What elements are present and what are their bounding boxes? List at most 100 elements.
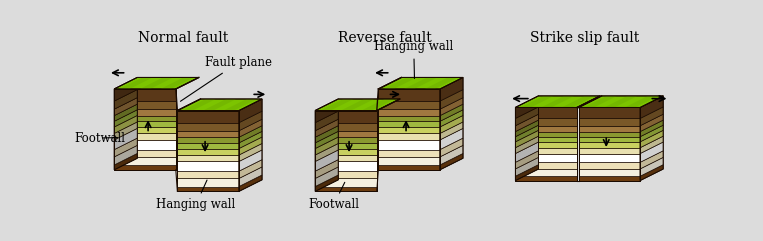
Polygon shape [114, 77, 199, 89]
Polygon shape [515, 96, 600, 107]
Polygon shape [440, 98, 463, 116]
Polygon shape [239, 150, 262, 171]
Polygon shape [578, 142, 640, 148]
Polygon shape [640, 151, 663, 169]
Polygon shape [440, 90, 463, 109]
Polygon shape [239, 126, 262, 143]
Polygon shape [315, 143, 338, 161]
Polygon shape [640, 157, 663, 176]
Polygon shape [114, 121, 175, 127]
Polygon shape [239, 99, 262, 123]
Polygon shape [315, 161, 377, 171]
Polygon shape [140, 77, 173, 89]
Polygon shape [315, 99, 338, 123]
Text: Fault plane: Fault plane [180, 56, 272, 101]
Text: Strike slip fault: Strike slip fault [530, 31, 639, 45]
Polygon shape [114, 154, 137, 170]
Polygon shape [578, 148, 640, 154]
Polygon shape [378, 150, 440, 157]
Polygon shape [520, 96, 554, 107]
Text: Footwall: Footwall [74, 132, 125, 145]
Polygon shape [378, 109, 440, 116]
Polygon shape [315, 123, 377, 131]
Polygon shape [239, 119, 262, 137]
Polygon shape [315, 143, 377, 148]
Polygon shape [378, 134, 440, 140]
Polygon shape [114, 89, 175, 101]
Polygon shape [404, 77, 437, 89]
Polygon shape [515, 126, 577, 132]
Polygon shape [315, 99, 400, 111]
Polygon shape [341, 99, 374, 111]
Polygon shape [515, 96, 539, 118]
Polygon shape [515, 176, 577, 181]
Polygon shape [239, 137, 262, 155]
Polygon shape [515, 169, 577, 176]
Polygon shape [541, 96, 575, 107]
Polygon shape [562, 96, 595, 107]
Polygon shape [239, 175, 262, 191]
Polygon shape [315, 119, 338, 137]
Polygon shape [378, 77, 463, 89]
Polygon shape [114, 138, 137, 157]
Polygon shape [640, 120, 663, 137]
Polygon shape [114, 150, 175, 157]
Polygon shape [515, 125, 539, 142]
Polygon shape [315, 126, 338, 143]
Polygon shape [315, 178, 377, 187]
Polygon shape [114, 115, 137, 134]
Polygon shape [515, 107, 577, 118]
Polygon shape [177, 178, 239, 187]
Polygon shape [239, 160, 262, 178]
Polygon shape [640, 136, 663, 154]
Polygon shape [114, 101, 175, 109]
Polygon shape [114, 77, 137, 101]
Text: Hanging wall: Hanging wall [374, 40, 453, 79]
Polygon shape [239, 111, 262, 131]
Polygon shape [604, 96, 638, 107]
Polygon shape [515, 142, 539, 162]
Polygon shape [177, 131, 239, 137]
Polygon shape [640, 96, 663, 118]
Polygon shape [315, 111, 338, 131]
Polygon shape [114, 104, 137, 121]
Polygon shape [315, 148, 377, 155]
Polygon shape [515, 157, 539, 176]
Polygon shape [378, 121, 440, 127]
Polygon shape [515, 142, 577, 148]
Polygon shape [578, 169, 640, 176]
Polygon shape [578, 176, 640, 181]
Polygon shape [440, 145, 463, 165]
Polygon shape [177, 123, 239, 131]
Polygon shape [315, 131, 338, 148]
Polygon shape [578, 96, 663, 107]
Polygon shape [224, 99, 257, 111]
Polygon shape [320, 99, 354, 111]
Polygon shape [378, 165, 440, 170]
Polygon shape [119, 77, 153, 89]
Polygon shape [515, 130, 539, 148]
Polygon shape [515, 137, 577, 142]
Polygon shape [440, 122, 463, 140]
Polygon shape [578, 162, 640, 169]
Polygon shape [315, 155, 377, 161]
Polygon shape [515, 120, 539, 137]
Polygon shape [640, 107, 663, 126]
Polygon shape [114, 128, 137, 150]
Polygon shape [315, 150, 338, 171]
Polygon shape [515, 162, 577, 169]
Polygon shape [114, 134, 175, 140]
Polygon shape [239, 167, 262, 187]
Text: Hanging wall: Hanging wall [156, 180, 236, 211]
Polygon shape [315, 137, 338, 155]
Polygon shape [378, 101, 440, 109]
Polygon shape [114, 109, 175, 116]
Polygon shape [182, 99, 216, 111]
Polygon shape [114, 140, 175, 150]
Polygon shape [515, 114, 539, 132]
Polygon shape [160, 77, 194, 89]
Polygon shape [440, 128, 463, 150]
Polygon shape [315, 137, 377, 143]
Polygon shape [177, 143, 239, 148]
Polygon shape [578, 126, 640, 132]
